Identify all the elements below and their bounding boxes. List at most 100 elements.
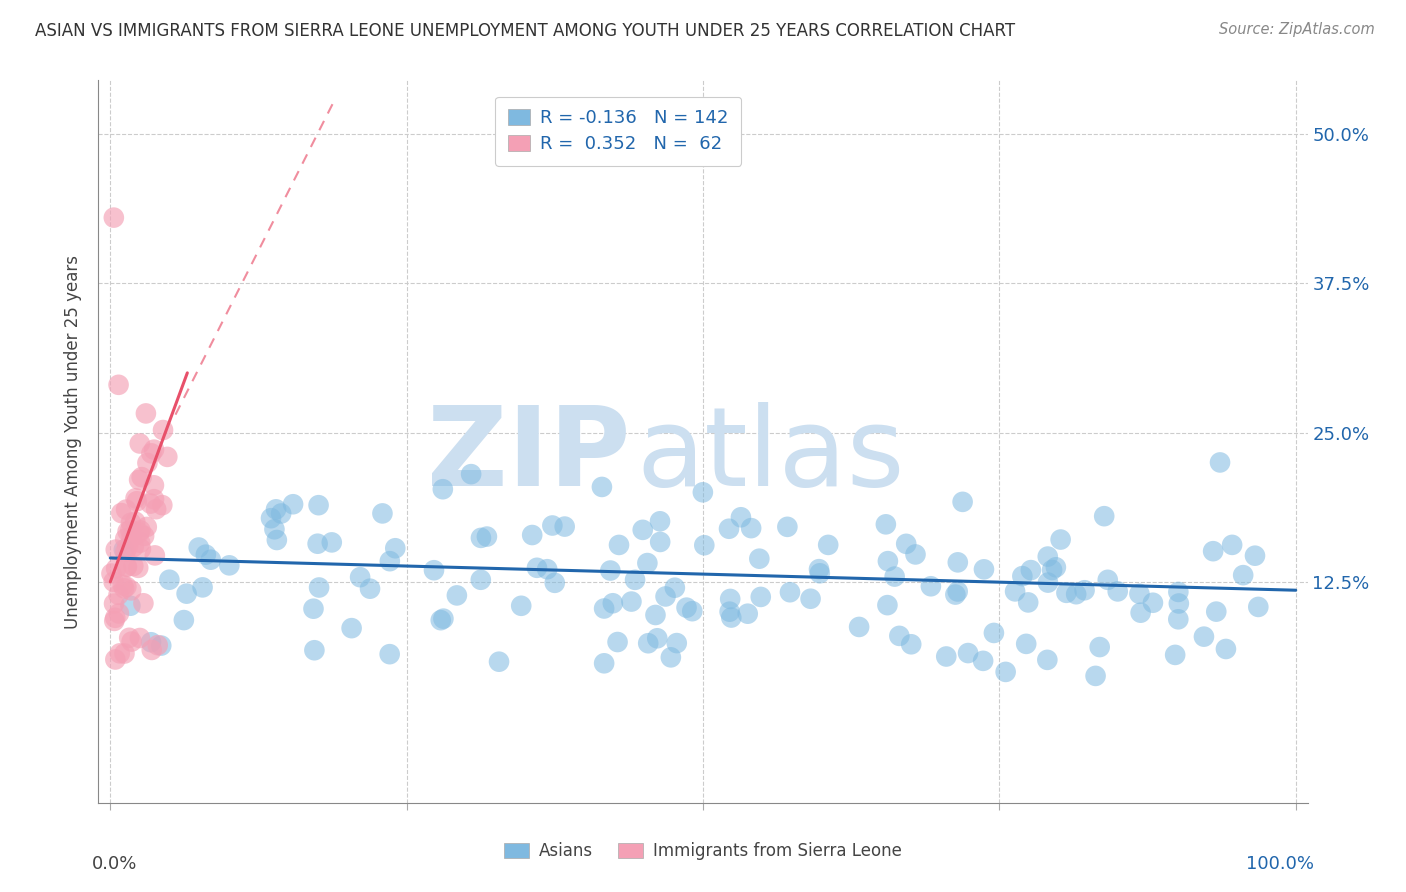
Point — [150, 498, 173, 512]
Point — [606, 635, 628, 649]
Point — [125, 494, 148, 508]
Point — [1049, 533, 1071, 547]
Point — [554, 519, 576, 533]
Point — [994, 665, 1017, 679]
Point — [983, 626, 1005, 640]
Point — [1017, 595, 1039, 609]
Point — [644, 607, 666, 622]
Point — [446, 588, 468, 602]
Point — [115, 580, 138, 594]
Point — [129, 541, 152, 556]
Point — [304, 643, 326, 657]
Point — [718, 522, 741, 536]
Point — [460, 467, 482, 482]
Point — [129, 535, 152, 549]
Point — [720, 610, 742, 624]
Point — [1097, 573, 1119, 587]
Point — [1036, 549, 1059, 564]
Point — [648, 514, 671, 528]
Point — [128, 436, 150, 450]
Point — [693, 538, 716, 552]
Point — [124, 491, 146, 506]
Point — [152, 423, 174, 437]
Point — [920, 579, 942, 593]
Point — [129, 524, 152, 538]
Point — [176, 587, 198, 601]
Point — [1167, 597, 1189, 611]
Point — [141, 446, 163, 460]
Point — [620, 594, 643, 608]
Point — [135, 520, 157, 534]
Point — [432, 612, 454, 626]
Point — [1107, 584, 1129, 599]
Point — [122, 540, 145, 554]
Point — [776, 520, 799, 534]
Point — [194, 548, 217, 562]
Point — [173, 613, 195, 627]
Point — [143, 492, 166, 507]
Point — [145, 502, 167, 516]
Point — [120, 583, 142, 598]
Point — [718, 591, 741, 606]
Point — [108, 646, 131, 660]
Text: atlas: atlas — [637, 402, 905, 509]
Point — [624, 573, 647, 587]
Point — [637, 636, 659, 650]
Point — [1064, 587, 1087, 601]
Point — [1019, 563, 1042, 577]
Point — [103, 597, 125, 611]
Point — [749, 590, 772, 604]
Point — [108, 607, 131, 621]
Point — [143, 442, 166, 457]
Point — [115, 502, 138, 516]
Point — [157, 573, 180, 587]
Point — [1045, 560, 1067, 574]
Point — [1215, 642, 1237, 657]
Point — [264, 502, 287, 516]
Point — [972, 654, 994, 668]
Point — [1247, 599, 1270, 614]
Point — [1128, 587, 1150, 601]
Point — [1202, 544, 1225, 558]
Point — [263, 522, 285, 536]
Point — [1142, 596, 1164, 610]
Point — [308, 498, 330, 512]
Point — [536, 562, 558, 576]
Point — [124, 515, 146, 529]
Point — [935, 649, 957, 664]
Text: 0.0%: 0.0% — [93, 855, 138, 872]
Point — [302, 601, 325, 615]
Point — [1015, 637, 1038, 651]
Point — [340, 621, 363, 635]
Point — [1084, 669, 1107, 683]
Point — [800, 591, 823, 606]
Legend: Asians, Immigrants from Sierra Leone: Asians, Immigrants from Sierra Leone — [498, 836, 908, 867]
Point — [110, 506, 132, 520]
Point — [132, 596, 155, 610]
Text: ZIP: ZIP — [427, 402, 630, 509]
Point — [104, 652, 127, 666]
Point — [946, 584, 969, 599]
Point — [645, 632, 668, 646]
Point — [1004, 584, 1026, 599]
Point — [470, 531, 492, 545]
Point — [1232, 568, 1254, 582]
Point — [1167, 585, 1189, 599]
Point — [602, 596, 624, 610]
Point — [118, 631, 141, 645]
Point — [359, 582, 381, 596]
Point — [475, 530, 498, 544]
Point — [281, 497, 304, 511]
Point — [200, 552, 222, 566]
Point — [1036, 653, 1059, 667]
Point — [121, 634, 143, 648]
Point — [1011, 569, 1033, 583]
Point — [321, 535, 343, 549]
Point — [1209, 455, 1232, 469]
Point — [1129, 606, 1152, 620]
Point — [1164, 648, 1187, 662]
Point — [957, 646, 980, 660]
Point — [429, 613, 451, 627]
Point — [1244, 549, 1267, 563]
Point — [105, 562, 128, 576]
